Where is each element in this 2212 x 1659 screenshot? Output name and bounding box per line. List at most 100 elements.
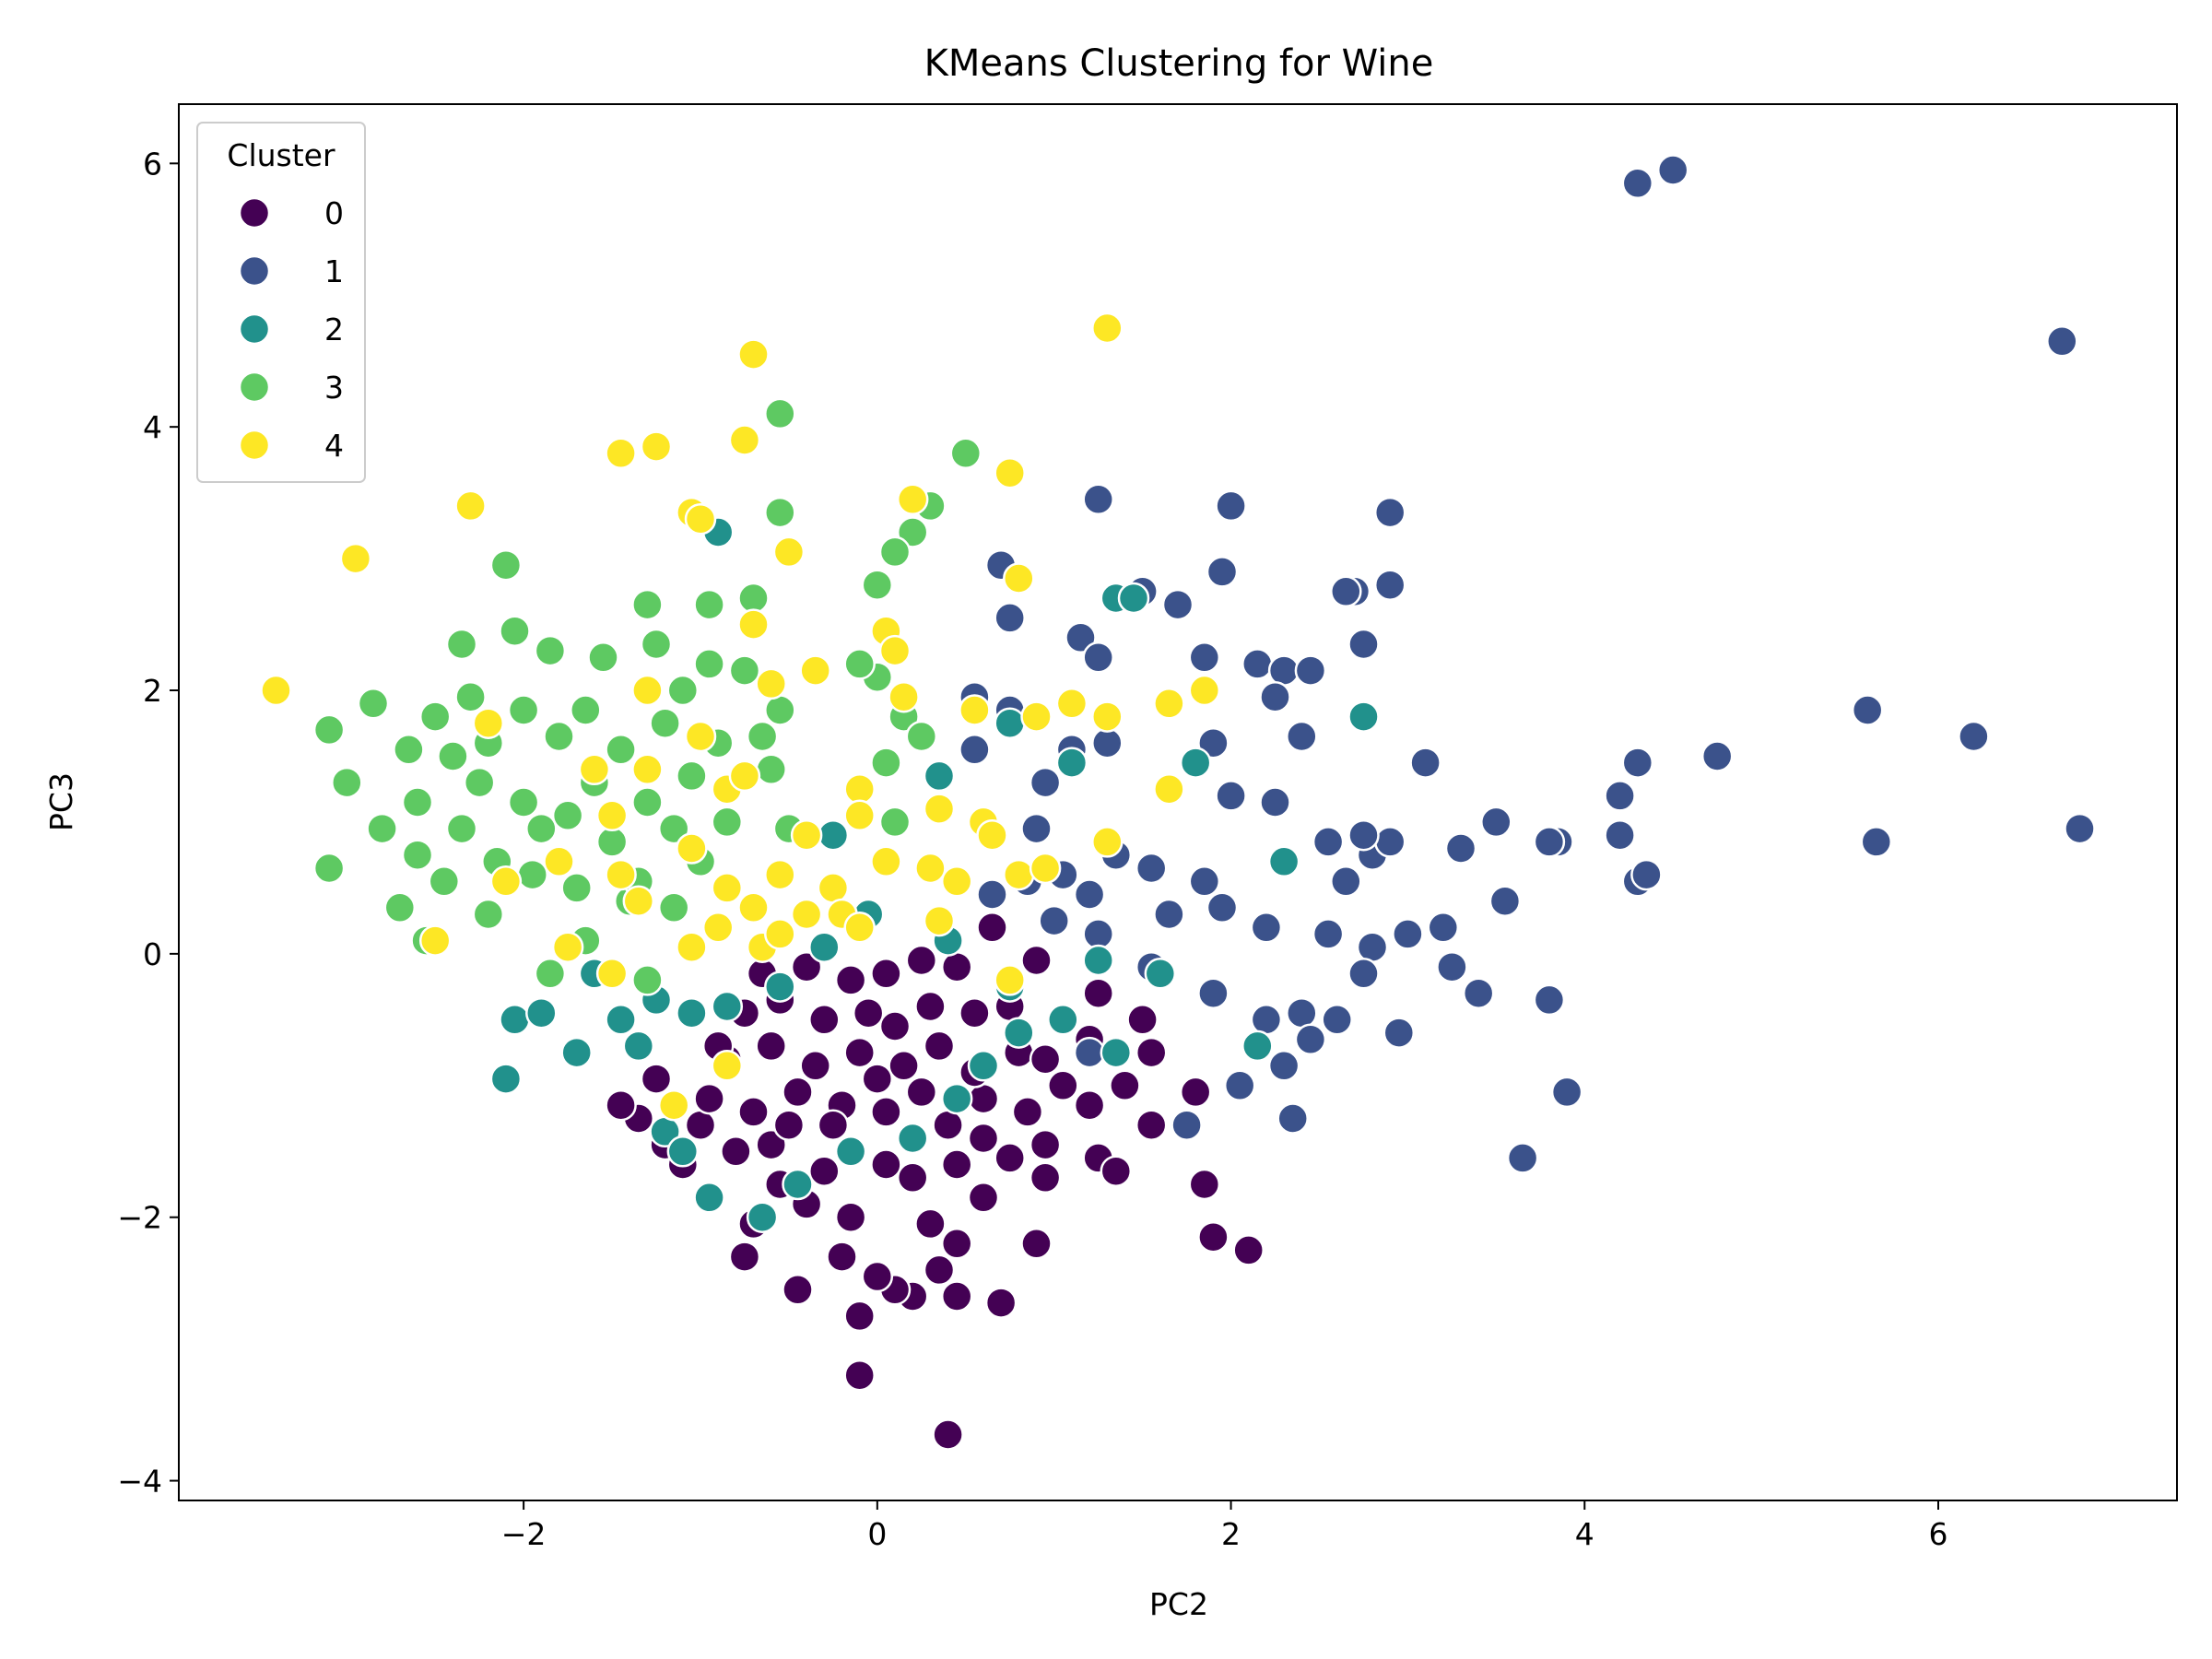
- point-cluster-0: [808, 1155, 841, 1187]
- point-cluster-3: [357, 688, 390, 720]
- point-cluster-1: [1082, 483, 1114, 516]
- point-cluster-0: [755, 1030, 787, 1063]
- point-cluster-3: [631, 588, 664, 621]
- point-cluster-0: [1011, 1096, 1044, 1128]
- point-cluster-2: [782, 1168, 814, 1201]
- point-cluster-1: [1267, 1050, 1300, 1082]
- scatter-points: [260, 154, 2096, 1451]
- point-cluster-4: [578, 753, 611, 786]
- legend-title: Cluster: [227, 137, 335, 173]
- point-cluster-1: [1347, 628, 1380, 661]
- point-cluster-3: [454, 680, 487, 713]
- point-cluster-0: [808, 1004, 841, 1036]
- point-cluster-3: [631, 964, 664, 996]
- point-cluster-1: [1550, 1076, 1583, 1109]
- point-cluster-0: [905, 944, 938, 977]
- point-cluster-1: [1286, 720, 1318, 753]
- point-cluster-4: [595, 958, 629, 990]
- point-cluster-4: [676, 931, 708, 963]
- point-cluster-1: [1462, 977, 1495, 1009]
- point-cluster-1: [1153, 898, 1185, 931]
- point-cluster-0: [782, 1076, 814, 1109]
- point-cluster-4: [843, 912, 876, 944]
- point-cluster-2: [1347, 700, 1380, 733]
- point-cluster-0: [782, 1274, 814, 1306]
- point-cluster-4: [994, 964, 1026, 996]
- point-cluster-2: [622, 1030, 655, 1063]
- point-cluster-4: [896, 483, 929, 516]
- point-cluster-3: [331, 766, 363, 799]
- point-cluster-4: [605, 437, 637, 470]
- legend-label-3: 3: [324, 370, 344, 406]
- point-cluster-3: [437, 740, 469, 772]
- legend-marker-3: [238, 371, 271, 404]
- point-cluster-1: [1188, 865, 1221, 898]
- point-cluster-0: [728, 1241, 761, 1273]
- point-cluster-0: [914, 1207, 947, 1241]
- point-cluster-3: [534, 958, 567, 990]
- point-cluster-4: [676, 832, 708, 865]
- point-cluster-2: [1003, 1017, 1035, 1049]
- point-cluster-4: [959, 694, 991, 726]
- point-cluster-1: [1347, 818, 1380, 852]
- point-cluster-3: [905, 720, 938, 753]
- legend-label-4: 4: [324, 428, 344, 464]
- point-cluster-3: [657, 891, 690, 924]
- point-cluster-0: [870, 958, 902, 990]
- point-cluster-3: [843, 648, 876, 680]
- point-cluster-1: [1621, 747, 1654, 779]
- point-cluster-1: [1533, 983, 1566, 1017]
- point-cluster-1: [959, 734, 991, 766]
- point-cluster-4: [755, 667, 787, 700]
- point-cluster-1: [1294, 1023, 1327, 1056]
- point-cluster-3: [525, 812, 558, 845]
- point-cluster-2: [1100, 1036, 1133, 1069]
- x-axis-ticks: −2 0 2 4 6: [501, 1500, 1947, 1552]
- point-cluster-4: [605, 858, 637, 891]
- point-cluster-4: [711, 872, 744, 904]
- point-cluster-1: [1330, 865, 1362, 898]
- point-cluster-4: [799, 654, 831, 687]
- point-cluster-3: [595, 826, 629, 858]
- point-cluster-1: [1321, 1004, 1353, 1036]
- point-cluster-1: [1700, 740, 1734, 772]
- point-cluster-0: [1020, 1228, 1053, 1260]
- point-cluster-3: [870, 747, 902, 779]
- point-cluster-1: [1161, 588, 1194, 621]
- x-tick-label: 4: [1575, 1516, 1594, 1552]
- point-cluster-3: [693, 648, 725, 680]
- point-cluster-0: [640, 1063, 673, 1095]
- point-cluster-0: [940, 1280, 973, 1312]
- point-cluster-1: [1135, 852, 1168, 885]
- point-cluster-1: [1073, 1036, 1106, 1069]
- point-cluster-4: [454, 489, 487, 523]
- point-cluster-4: [790, 898, 823, 931]
- point-cluster-3: [878, 806, 912, 839]
- point-cluster-1: [1427, 912, 1460, 944]
- point-cluster-4: [1020, 700, 1053, 733]
- point-cluster-1: [1860, 826, 1893, 858]
- point-cluster-4: [631, 674, 664, 707]
- point-cluster-0: [967, 1122, 1000, 1155]
- point-cluster-4: [595, 799, 629, 832]
- point-cluster-4: [843, 772, 876, 806]
- point-cluster-0: [1100, 1155, 1133, 1187]
- point-cluster-3: [543, 720, 575, 753]
- point-cluster-2: [940, 1082, 973, 1115]
- point-cluster-0: [1197, 1220, 1230, 1253]
- y-axis-label: PC3: [43, 772, 79, 831]
- point-cluster-4: [870, 845, 902, 878]
- point-cluster-4: [1091, 826, 1124, 858]
- point-cluster-3: [737, 582, 770, 615]
- point-cluster-0: [861, 1260, 894, 1293]
- chart-title: KMeans Clustering for Wine: [924, 42, 1434, 85]
- point-cluster-1: [1206, 556, 1239, 588]
- point-cluster-4: [622, 885, 655, 917]
- point-cluster-0: [843, 1359, 876, 1392]
- point-cluster-1: [1851, 694, 1884, 726]
- point-cluster-1: [976, 878, 1008, 911]
- point-cluster-2: [605, 1004, 637, 1036]
- point-cluster-1: [1267, 654, 1300, 687]
- point-cluster-3: [463, 766, 496, 799]
- point-cluster-0: [923, 1030, 956, 1063]
